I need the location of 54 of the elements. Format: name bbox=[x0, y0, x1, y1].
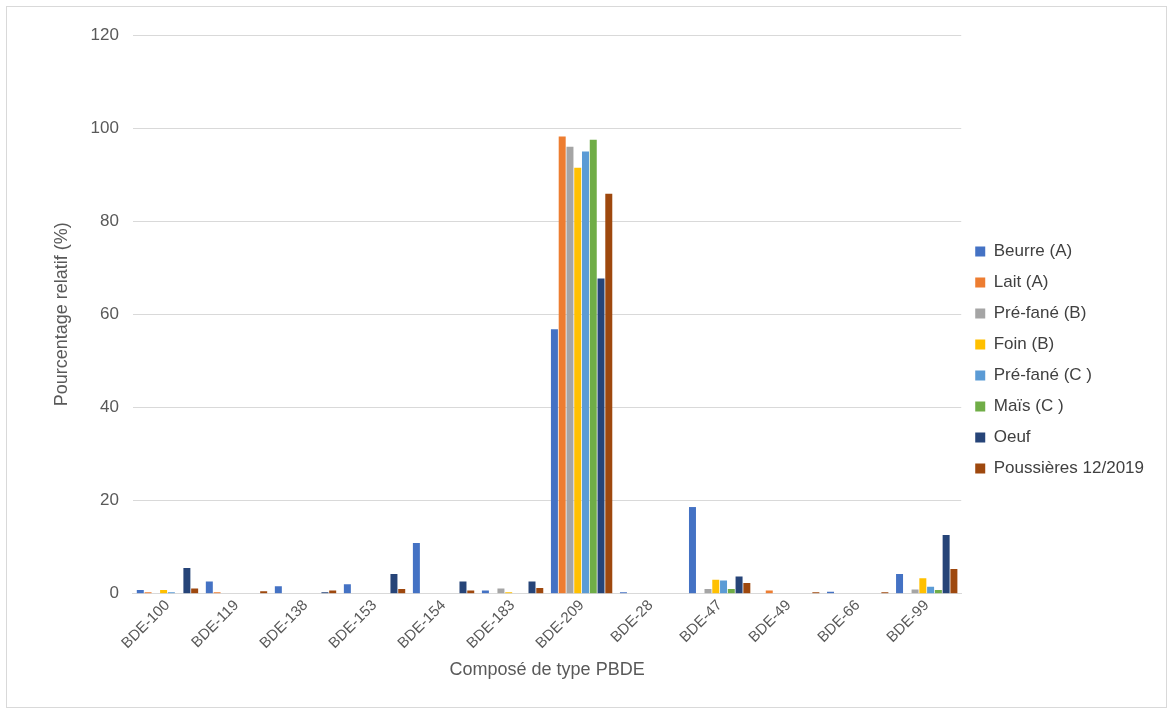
legend-label: Oeuf bbox=[993, 427, 1031, 447]
bar bbox=[582, 151, 589, 594]
legend-label: Lait (A) bbox=[993, 272, 1049, 292]
bar bbox=[205, 581, 213, 594]
bar bbox=[589, 139, 597, 594]
legend-label: Maïs (C ) bbox=[993, 396, 1064, 416]
bar bbox=[919, 578, 927, 594]
bar bbox=[160, 589, 168, 594]
bar bbox=[704, 588, 712, 594]
legend-label: Poussières 12/2019 bbox=[993, 458, 1145, 478]
bar bbox=[467, 590, 475, 594]
bar bbox=[481, 590, 489, 594]
bar bbox=[574, 167, 582, 594]
bar bbox=[927, 586, 935, 594]
bar bbox=[942, 534, 950, 594]
bar bbox=[727, 588, 735, 594]
bar bbox=[536, 588, 544, 594]
bar bbox=[896, 574, 904, 594]
bar bbox=[950, 568, 958, 594]
bar bbox=[934, 589, 942, 594]
bar bbox=[329, 590, 337, 594]
legend-label: Beurre (A) bbox=[993, 241, 1073, 261]
bar bbox=[597, 278, 605, 594]
bar bbox=[398, 588, 406, 594]
bar bbox=[735, 576, 743, 594]
y-axis-title: Pourcentage relatif (%) bbox=[50, 222, 71, 407]
y-tick-label: 40 bbox=[100, 397, 119, 417]
bar bbox=[743, 582, 751, 594]
x-axis-title: Composé de type PBDE bbox=[449, 659, 645, 680]
bar bbox=[712, 579, 720, 594]
bar bbox=[911, 589, 919, 594]
bar bbox=[558, 136, 566, 594]
y-tick-label: 100 bbox=[90, 117, 119, 137]
bar bbox=[274, 586, 282, 594]
y-tick-label: 120 bbox=[90, 24, 119, 44]
y-tick-label: 0 bbox=[109, 583, 119, 603]
bar bbox=[550, 329, 558, 594]
legend-label: Pré-fané (C ) bbox=[993, 365, 1092, 385]
bar bbox=[183, 568, 191, 594]
bar bbox=[605, 193, 613, 594]
bar bbox=[459, 581, 467, 594]
bar bbox=[720, 580, 728, 594]
legend-label: Foin (B) bbox=[993, 334, 1055, 354]
bar bbox=[688, 507, 696, 594]
y-tick-label: 20 bbox=[100, 490, 119, 510]
legend-label: Pré-fané (B) bbox=[993, 303, 1087, 323]
bar bbox=[566, 146, 574, 594]
bar bbox=[136, 589, 144, 594]
bar bbox=[412, 542, 420, 594]
bar bbox=[765, 590, 773, 594]
bar bbox=[343, 584, 351, 594]
y-tick-label: 60 bbox=[100, 304, 119, 323]
y-tick-label: 80 bbox=[100, 210, 119, 230]
bar bbox=[390, 574, 398, 594]
